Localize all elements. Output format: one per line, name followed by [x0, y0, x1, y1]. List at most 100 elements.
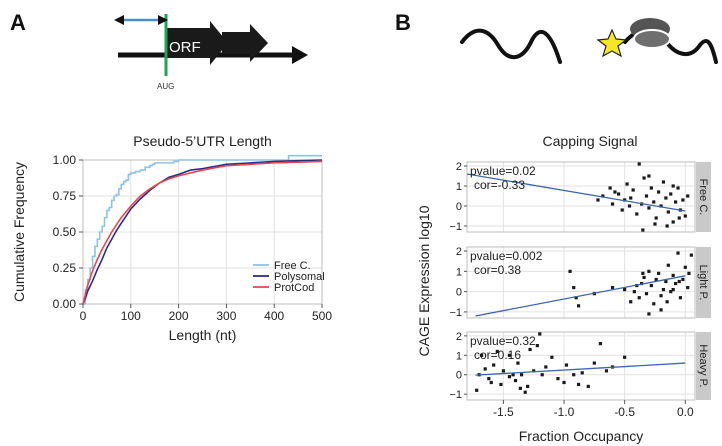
scatter-point — [673, 281, 678, 286]
scatter-point — [673, 200, 678, 204]
y-tick-label: 0 — [456, 287, 462, 299]
scatter-point — [562, 380, 566, 385]
scatter-point — [659, 204, 663, 208]
scatter-point — [604, 369, 609, 373]
orf-arrow — [165, 21, 228, 65]
capping-schematic — [460, 18, 718, 64]
y-tick-label: 2 — [456, 246, 462, 258]
scatter-point — [616, 192, 621, 196]
scatter-point — [649, 186, 653, 190]
panel-letter-b: B — [395, 10, 411, 35]
scatter-point — [666, 263, 670, 267]
scatter-point — [669, 192, 673, 196]
y-tick-label: 0.50 — [53, 225, 77, 239]
cdf-line-series-1 — [82, 159, 323, 305]
scatter-point — [687, 271, 691, 275]
scatter-point — [664, 279, 668, 284]
scatter-point — [586, 384, 590, 388]
scatter-point — [574, 296, 578, 300]
x-tick-label: -0.5 — [614, 405, 635, 419]
x-axis-label: Length (nt) — [169, 327, 237, 343]
scatter-point — [623, 198, 627, 202]
scatter-point — [683, 265, 687, 269]
y-tick-label: −1 — [449, 389, 462, 401]
x-tick-label: 0.0 — [677, 405, 694, 419]
facet-strip — [696, 162, 711, 232]
x-tick-label: -1.0 — [554, 405, 575, 419]
facet-strip — [696, 332, 711, 400]
scatter-point — [657, 271, 661, 275]
scatter-point — [671, 288, 675, 292]
y-tick-label: 2 — [456, 331, 462, 343]
x-tick-label: 500 — [312, 309, 332, 323]
scatter-point — [608, 186, 612, 190]
x-tick-label: -1.5 — [493, 405, 514, 419]
scatter-point — [492, 363, 496, 367]
y-axis-label: CAGE Expression log10 — [416, 205, 432, 356]
y-axis-label: Cumulative Frequency — [11, 162, 27, 302]
y-tick-label: 0.00 — [53, 297, 77, 311]
y-tick-label: 0.75 — [53, 189, 77, 203]
scatter-point — [601, 194, 605, 198]
scatter-point — [659, 294, 663, 298]
scatter-point — [572, 285, 576, 290]
scatter-point — [677, 279, 681, 284]
scatter-point — [526, 384, 530, 388]
facet-pvalue: pvalue=0.002 — [470, 249, 543, 263]
scatter-point — [532, 369, 536, 373]
scatter-point — [629, 196, 633, 200]
scatter-point — [623, 355, 627, 359]
scatter-point — [644, 194, 649, 198]
scatter-point — [483, 367, 487, 371]
scatter-point — [550, 355, 554, 359]
scatter-point — [677, 216, 681, 220]
y-tick-label: 1 — [456, 181, 462, 193]
scatter-point — [661, 288, 666, 292]
cdf-line-series-2 — [82, 160, 323, 305]
scatter-point — [501, 369, 505, 373]
scatter-point — [610, 202, 615, 206]
y-tick-label: 0 — [456, 201, 462, 213]
aug-label: AUG — [157, 82, 174, 91]
utr-arrow-right-head — [158, 15, 168, 25]
scatter-point — [625, 182, 629, 186]
regression-line — [466, 173, 686, 212]
cap-star-icon — [596, 28, 628, 58]
scatter-point — [676, 186, 680, 190]
scatter-point — [516, 361, 520, 365]
scatter-point — [568, 269, 572, 273]
x-tick-label: 400 — [264, 309, 284, 323]
scatter-point — [652, 200, 656, 204]
scatter-point — [580, 371, 584, 375]
scatter-point — [683, 214, 687, 218]
scatter-point — [592, 361, 596, 365]
scatter-point — [632, 290, 636, 294]
facet-strip-label: Heavy P. — [697, 344, 709, 387]
scatter-point — [689, 253, 693, 257]
legend-entry-0: Free C. — [274, 260, 311, 272]
scatter-point — [576, 304, 581, 308]
y-tick-label: −1 — [449, 221, 462, 233]
scatter-point — [523, 390, 527, 394]
y-tick-label: 0.25 — [53, 261, 77, 275]
orf-label: ORF — [169, 39, 201, 56]
scatter-point — [598, 342, 603, 346]
scatter-point — [681, 198, 685, 202]
ribosome-small-subunit-icon — [633, 29, 671, 49]
scatter-point — [507, 375, 512, 379]
x-tick-label: 100 — [121, 309, 141, 323]
scatter-point — [669, 290, 673, 294]
scatter-point — [610, 285, 615, 290]
y-tick-label: 1 — [456, 266, 462, 278]
scatter-point — [641, 228, 645, 232]
scatter-point — [678, 296, 683, 300]
facet-strip-label: Free C. — [697, 179, 709, 216]
facet-correlation: cor=-0.33 — [474, 178, 525, 192]
legend-entry-1: Polysomal — [274, 271, 325, 283]
scatter-point — [671, 220, 675, 224]
facet-panel-border — [466, 246, 696, 319]
scatter-point — [596, 198, 600, 202]
scatter-point — [681, 277, 685, 282]
cdf-line-series-0 — [83, 154, 322, 305]
scatter-point — [613, 190, 617, 194]
